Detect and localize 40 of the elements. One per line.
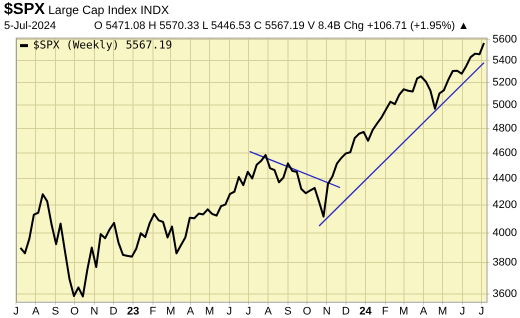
x-tick-label: M bbox=[166, 305, 176, 318]
y-tick-label: 5600 bbox=[492, 34, 518, 46]
x-tick-label: M bbox=[204, 305, 214, 318]
x-tick-label: J bbox=[13, 305, 19, 318]
x-tick-label: F bbox=[382, 305, 389, 318]
x-tick-label: J bbox=[246, 305, 252, 318]
x-tick-label: D bbox=[342, 305, 350, 318]
y-tick-label: 3800 bbox=[492, 256, 518, 269]
chart-title: $SPX Large Cap Index INDX bbox=[4, 1, 169, 19]
x-tick-label: M bbox=[438, 305, 448, 318]
chart-subtitle: 5-Jul-2024 bbox=[4, 20, 56, 32]
x-tick-label: A bbox=[264, 305, 272, 318]
x-tick-label: F bbox=[150, 305, 157, 318]
x-tick-label: O bbox=[70, 305, 80, 318]
x-tick-label: A bbox=[186, 305, 195, 318]
x-tick-label: N bbox=[322, 305, 331, 318]
x-tick-label: M bbox=[399, 305, 408, 318]
x-tick-label: D bbox=[109, 305, 118, 318]
y-tick-label: 4600 bbox=[492, 146, 518, 159]
y-tick-label: 5000 bbox=[492, 98, 518, 111]
x-tick-label: J bbox=[478, 305, 484, 318]
x-tick-label: J bbox=[460, 305, 466, 318]
x-tick-label: N bbox=[90, 305, 98, 318]
x-tick-label: S bbox=[284, 305, 292, 318]
legend-label: $SPX (Weekly) 5567.19 bbox=[33, 38, 172, 52]
y-tick-label: 4800 bbox=[492, 122, 518, 134]
y-tick-label: 5400 bbox=[492, 54, 518, 67]
y-tick-label: 4400 bbox=[492, 172, 518, 184]
y-tick-label: 4000 bbox=[492, 227, 518, 240]
x-tick-label: 23 bbox=[127, 305, 140, 318]
x-tick-label: J bbox=[226, 305, 232, 318]
text: O 5471.08 H 5570.33 L 5446.53 C 5567.19 V 8.4B Chg +106.71 (+1.95%) ▲ bbox=[94, 20, 469, 32]
y-tick-label: 4200 bbox=[492, 199, 518, 212]
y-tick-label: 3600 bbox=[492, 288, 518, 300]
x-tick-label: A bbox=[32, 305, 40, 318]
x-tick-label: A bbox=[420, 305, 428, 318]
x-tick-label: 24 bbox=[359, 305, 373, 318]
y-tick-label: 5200 bbox=[492, 76, 518, 88]
x-tick-label: O bbox=[302, 305, 312, 318]
x-tick-label: S bbox=[52, 305, 60, 318]
